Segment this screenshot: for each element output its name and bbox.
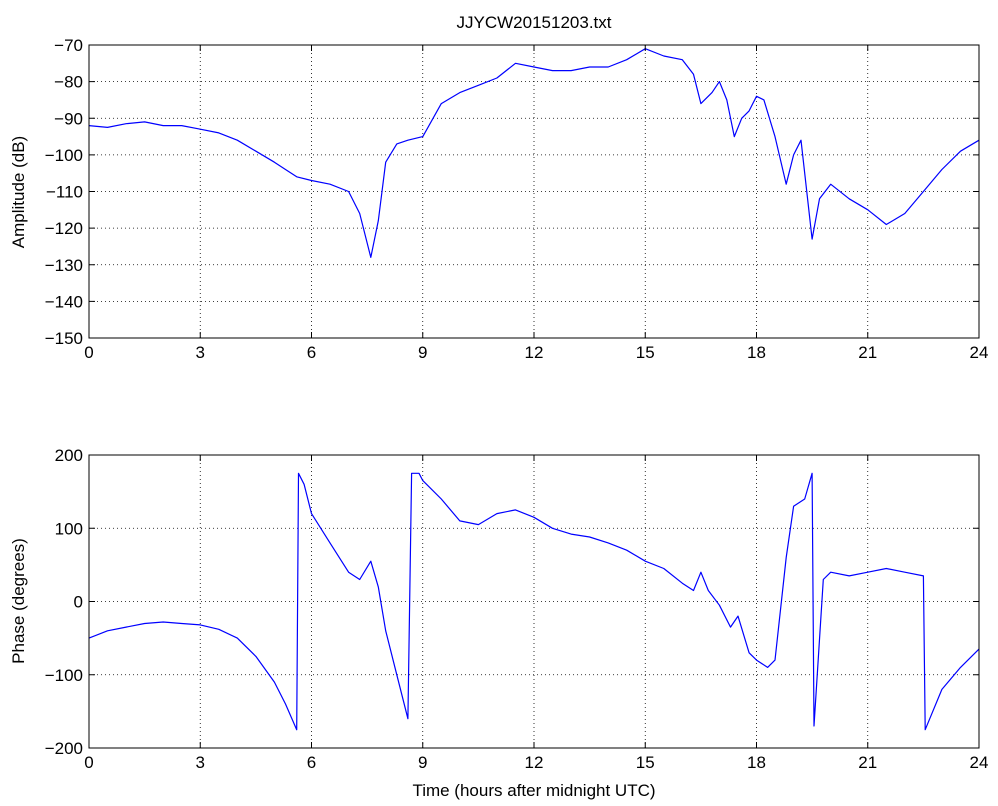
amplitude-grid: [89, 45, 979, 338]
phase-y-tick-label: −200: [45, 739, 83, 758]
amplitude-data: [88, 48, 980, 258]
phase-y-tick-label: −100: [45, 666, 83, 685]
phase-x-tick-label: 0: [84, 753, 93, 772]
amplitude-panel: 0 3 6 9 12 15 18 21 24 −70 −80 −90 −100 −110 −120 −130 −…: [9, 13, 988, 362]
amplitude-y-tick-label: −120: [45, 219, 83, 238]
phase-x-tick-label: 24: [970, 753, 989, 772]
phase-y-tick-label: 200: [55, 446, 83, 465]
amplitude-x-tick-label: 9: [418, 343, 427, 362]
phase-x-tick-label: 6: [307, 753, 316, 772]
amplitude-x-tick-label: 6: [307, 343, 316, 362]
phase-x-tick-label: 3: [196, 753, 205, 772]
amplitude-ticks: 0 3 6 9 12 15 18 21 24 −70 −80 −90 −100 −110 −120 −130 −…: [45, 36, 989, 362]
amplitude-x-tick-label: 18: [747, 343, 766, 362]
amplitude-y-tick-label: −110: [46, 183, 83, 202]
amplitude-x-tick-label: 0: [84, 343, 93, 362]
amplitude-y-tick-label: −80: [54, 73, 83, 92]
amplitude-y-tick-label: −70: [54, 36, 83, 55]
phase-x-tick-label: 9: [418, 753, 427, 772]
phase-x-tick-label: 12: [525, 753, 544, 772]
phase-series-line: [88, 472, 980, 731]
amplitude-x-tick-label: 12: [525, 343, 544, 362]
phase-x-tick-label: 18: [747, 753, 766, 772]
amplitude-y-tick-label: −130: [45, 256, 83, 275]
phase-x-axis-label: Time (hours after midnight UTC): [412, 781, 655, 800]
amplitude-y-tick-label: −150: [45, 329, 83, 348]
amplitude-series-line: [88, 48, 980, 258]
amplitude-y-tick-label: −100: [45, 146, 83, 165]
amplitude-title: JJYCW20151203.txt: [457, 13, 612, 32]
phase-x-tick-label: 21: [858, 753, 877, 772]
amplitude-y-axis-label: Amplitude (dB): [9, 136, 28, 248]
amplitude-x-tick-label: 24: [970, 343, 989, 362]
phase-y-tick-label: 0: [74, 593, 83, 612]
amplitude-y-tick-label: −140: [45, 292, 83, 311]
phase-grid: [89, 455, 979, 748]
phase-panel: 0 3 6 9 12 15 18 21 24 200 100 0 −100 −200 Phase (deg…: [9, 446, 988, 800]
phase-ticks: 0 3 6 9 12 15 18 21 24 200 100 0 −100 −200: [45, 446, 989, 772]
amplitude-x-tick-label: 3: [196, 343, 205, 362]
phase-y-axis-label: Phase (degrees): [9, 538, 28, 664]
phase-y-tick-label: 100: [55, 519, 83, 538]
amplitude-x-tick-label: 21: [858, 343, 877, 362]
phase-data: [88, 472, 980, 731]
phase-x-tick-label: 15: [636, 753, 655, 772]
amplitude-x-tick-label: 15: [636, 343, 655, 362]
amplitude-y-tick-label: −90: [54, 109, 83, 128]
